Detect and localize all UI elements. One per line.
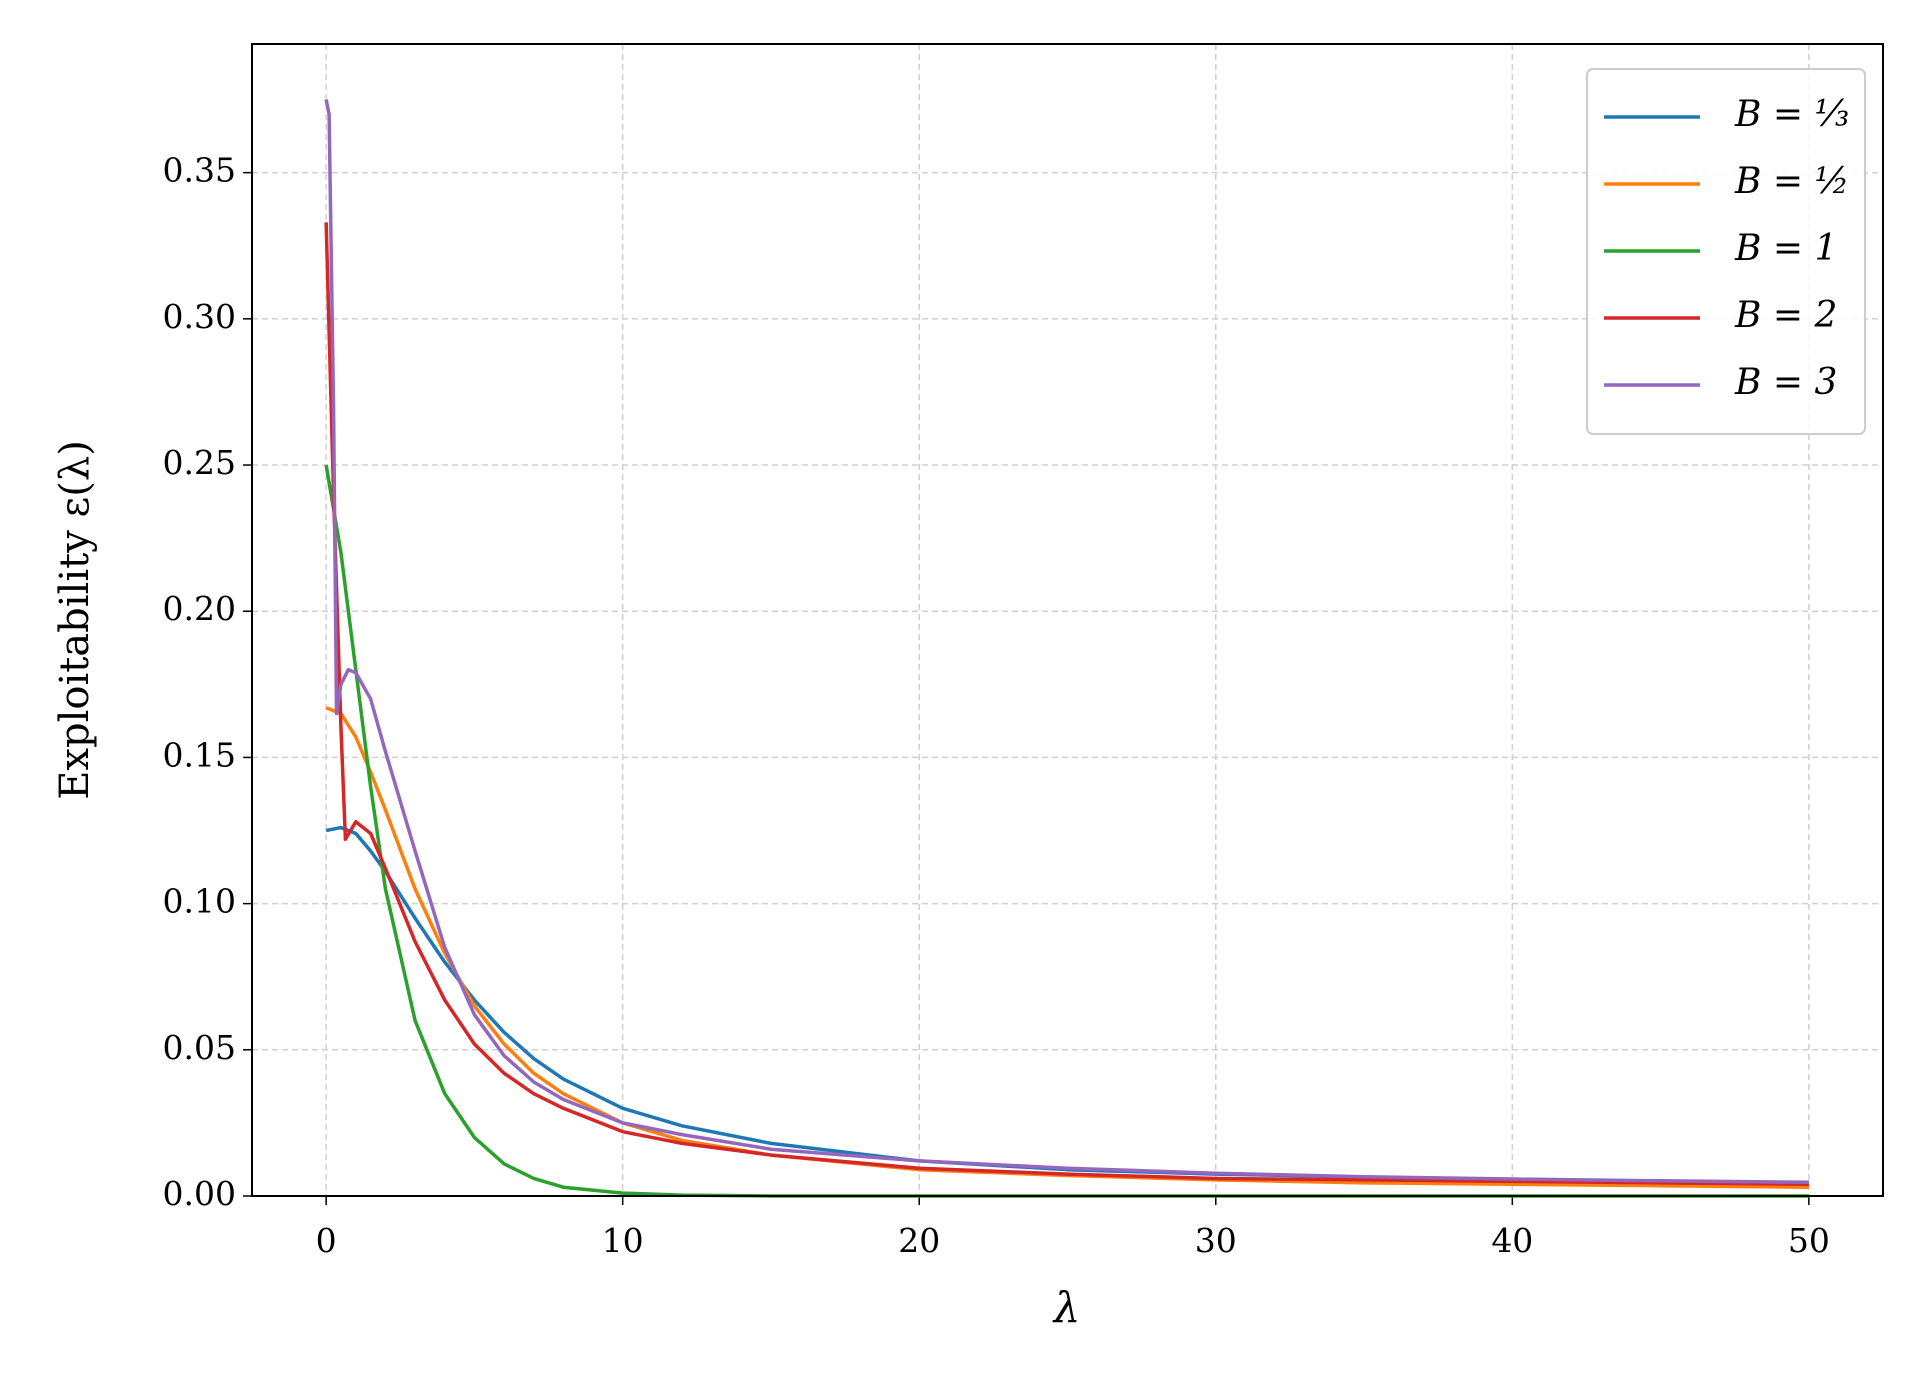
- legend-box: [1586, 68, 1866, 435]
- y-tick-label: 0.20: [163, 589, 236, 628]
- series-line: [324, 222, 1809, 1187]
- plot-frame: [251, 43, 1884, 1197]
- legend-label: B = ⅓: [1734, 94, 1849, 135]
- y-tick-label: 0.30: [163, 297, 236, 336]
- x-tick-label: 20: [898, 1221, 940, 1260]
- legend-label: B = 3: [1734, 362, 1837, 403]
- x-tick-label: 10: [602, 1221, 644, 1260]
- x-axis-label: λ: [1052, 1283, 1081, 1332]
- y-tick-label: 0.15: [163, 735, 236, 774]
- series-line: [325, 825, 1809, 1185]
- y-tick-label: 0.35: [163, 151, 236, 190]
- y-tick-label: 0.10: [163, 882, 236, 921]
- legend: B = ⅓ B = ½ B = 1 B = 2 B = 3: [1586, 68, 1866, 435]
- legend-label: B = 2: [1734, 295, 1837, 336]
- y-tick-label: 0.25: [163, 443, 236, 482]
- legend-label: B = ½: [1734, 161, 1849, 202]
- y-tick-label: 0.05: [163, 1028, 236, 1067]
- x-tick-label: 40: [1491, 1221, 1533, 1260]
- x-tick-label: 0: [316, 1221, 337, 1260]
- series-line: [324, 464, 1809, 1198]
- x-tick-label: 30: [1195, 1221, 1237, 1260]
- series-line: [325, 706, 1809, 1189]
- series-line: [324, 99, 1809, 1185]
- y-axis-label: Exploitability ε(λ): [52, 440, 98, 800]
- legend-label: B = 1: [1734, 228, 1837, 269]
- x-tick-label: 50: [1788, 1221, 1830, 1260]
- y-tick-label: 0.00: [163, 1174, 236, 1213]
